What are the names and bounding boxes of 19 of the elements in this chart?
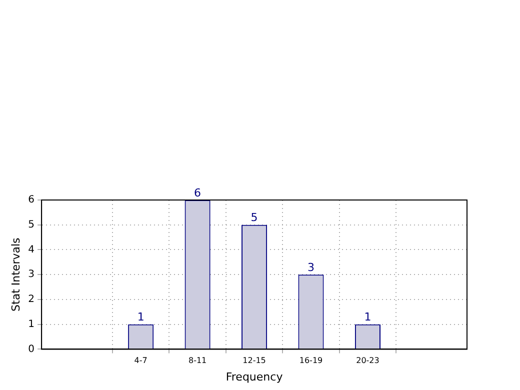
y-axis-title: Stat Intervals bbox=[9, 237, 22, 312]
x-tick-label: 8-11 bbox=[188, 356, 207, 366]
data-label: 1 bbox=[137, 310, 144, 324]
x-tick-label: 12-15 bbox=[242, 356, 266, 366]
data-label: 6 bbox=[194, 186, 202, 200]
y-tick-label: 5 bbox=[28, 219, 35, 230]
y-tick-label: 3 bbox=[28, 269, 35, 280]
y-tick-label: 1 bbox=[28, 318, 35, 330]
x-tick-label: 4-7 bbox=[134, 356, 148, 366]
x-tick-label: 20-23 bbox=[356, 356, 380, 366]
y-tick-label: 2 bbox=[28, 294, 35, 306]
data-label: 1 bbox=[364, 310, 372, 324]
y-tick-label: 4 bbox=[28, 244, 35, 256]
x-tick-label: 16-19 bbox=[299, 356, 323, 366]
data-label: 3 bbox=[308, 260, 315, 274]
data-label: 5 bbox=[250, 211, 258, 224]
y-tick-label: 0 bbox=[28, 344, 35, 355]
x-axis-title: Frequency bbox=[226, 370, 284, 384]
y-tick-label: 6 bbox=[28, 194, 35, 206]
